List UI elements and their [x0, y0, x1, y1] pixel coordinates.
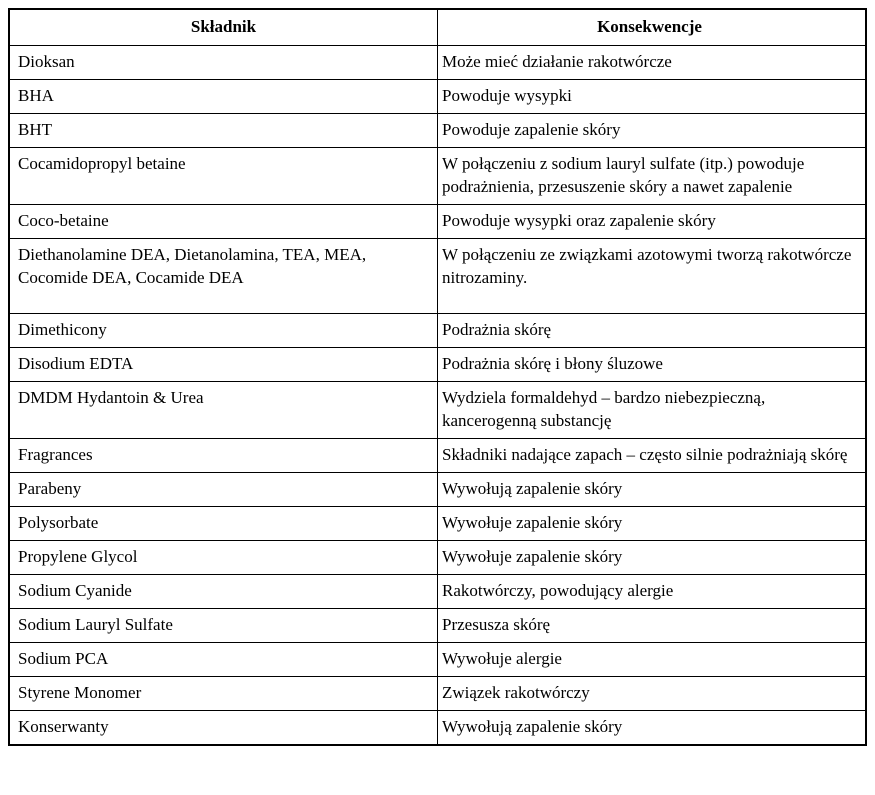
header-row: Składnik Konsekwencje	[9, 9, 866, 45]
consequence-cell: W połączeniu z sodium lauryl sulfate (it…	[438, 147, 867, 204]
ingredient-cell: Fragrances	[9, 439, 438, 473]
ingredient-cell: Parabeny	[9, 473, 438, 507]
table-row: Disodium EDTA Podrażnia skórę i błony śl…	[9, 348, 866, 382]
consequence-cell: Powoduje wysypki oraz zapalenie skóry	[438, 204, 867, 238]
ingredient-cell: Diethanolamine DEA, Dietanolamina, TEA, …	[9, 238, 438, 314]
table-row: DMDM Hydantoin & Urea Wydziela formaldeh…	[9, 382, 866, 439]
ingredient-cell: Cocamidopropyl betaine	[9, 147, 438, 204]
ingredient-cell: BHA	[9, 79, 438, 113]
table-row: Cocamidopropyl betaine W połączeniu z so…	[9, 147, 866, 204]
table-row: Sodium PCA Wywołuje alergie	[9, 642, 866, 676]
ingredient-cell: Sodium Cyanide	[9, 574, 438, 608]
ingredient-cell: Coco-betaine	[9, 204, 438, 238]
consequence-cell: Składniki nadające zapach – często silni…	[438, 439, 867, 473]
consequence-cell: Wywołuje alergie	[438, 642, 867, 676]
ingredient-cell: Konserwanty	[9, 710, 438, 744]
header-consequence: Konsekwencje	[438, 9, 867, 45]
consequence-cell: Wywołuje zapalenie skóry	[438, 541, 867, 575]
ingredients-table: Składnik Konsekwencje Dioksan Może mieć …	[8, 8, 867, 746]
table-row: Fragrances Składniki nadające zapach – c…	[9, 439, 866, 473]
ingredient-cell: DMDM Hydantoin & Urea	[9, 382, 438, 439]
ingredient-cell: BHT	[9, 113, 438, 147]
ingredient-cell: Sodium PCA	[9, 642, 438, 676]
consequence-cell: Związek rakotwórczy	[438, 676, 867, 710]
consequence-cell: Może mieć działanie rakotwórcze	[438, 45, 867, 79]
table-row: Propylene Glycol Wywołuje zapalenie skór…	[9, 541, 866, 575]
header-ingredient: Składnik	[9, 9, 438, 45]
table-row: Dimethicony Podrażnia skórę	[9, 314, 866, 348]
ingredient-cell: Dioksan	[9, 45, 438, 79]
consequence-cell: Wywołuje zapalenie skóry	[438, 507, 867, 541]
consequence-cell: Wywołują zapalenie skóry	[438, 710, 867, 744]
ingredient-cell: Dimethicony	[9, 314, 438, 348]
consequence-cell: Przesusza skórę	[438, 608, 867, 642]
table-header: Składnik Konsekwencje	[9, 9, 866, 45]
ingredient-cell: Sodium Lauryl Sulfate	[9, 608, 438, 642]
ingredients-table-container: Składnik Konsekwencje Dioksan Może mieć …	[8, 8, 867, 746]
ingredient-cell: Styrene Monomer	[9, 676, 438, 710]
table-row: Diethanolamine DEA, Dietanolamina, TEA, …	[9, 238, 866, 314]
table-row: Parabeny Wywołują zapalenie skóry	[9, 473, 866, 507]
consequence-cell: Podrażnia skórę i błony śluzowe	[438, 348, 867, 382]
table-row: Coco-betaine Powoduje wysypki oraz zapal…	[9, 204, 866, 238]
table-row: Sodium Cyanide Rakotwórczy, powodujący a…	[9, 574, 866, 608]
consequence-cell: Podrażnia skórę	[438, 314, 867, 348]
consequence-cell: Powoduje wysypki	[438, 79, 867, 113]
table-row: Konserwanty Wywołują zapalenie skóry	[9, 710, 866, 744]
consequence-cell: Powoduje zapalenie skóry	[438, 113, 867, 147]
ingredient-cell: Propylene Glycol	[9, 541, 438, 575]
table-row: BHT Powoduje zapalenie skóry	[9, 113, 866, 147]
table-row: BHA Powoduje wysypki	[9, 79, 866, 113]
ingredient-cell: Disodium EDTA	[9, 348, 438, 382]
ingredient-cell: Polysorbate	[9, 507, 438, 541]
table-body: Dioksan Może mieć działanie rakotwórcze …	[9, 45, 866, 744]
table-row: Polysorbate Wywołuje zapalenie skóry	[9, 507, 866, 541]
table-row: Styrene Monomer Związek rakotwórczy	[9, 676, 866, 710]
consequence-cell: W połączeniu ze związkami azotowymi twor…	[438, 238, 867, 314]
table-row: Sodium Lauryl Sulfate Przesusza skórę	[9, 608, 866, 642]
consequence-cell: Wydziela formaldehyd – bardzo niebezpiec…	[438, 382, 867, 439]
consequence-cell: Rakotwórczy, powodujący alergie	[438, 574, 867, 608]
consequence-cell: Wywołują zapalenie skóry	[438, 473, 867, 507]
table-row: Dioksan Może mieć działanie rakotwórcze	[9, 45, 866, 79]
